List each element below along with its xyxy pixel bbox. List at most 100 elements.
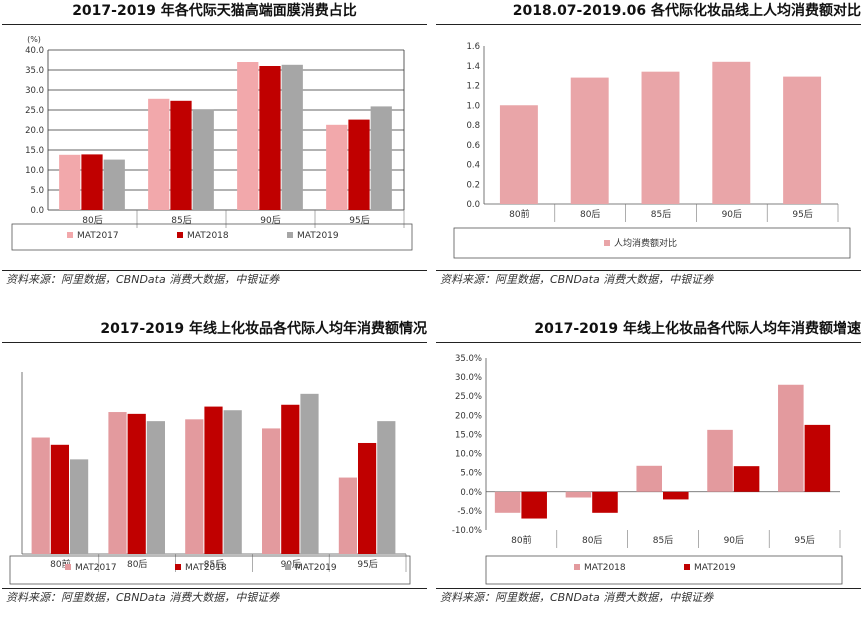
- y-tick-label: -5.0%: [457, 507, 482, 517]
- y-tick-label: 30.0%: [455, 373, 482, 383]
- bar-MAT2018-95后: [348, 119, 370, 210]
- y-axis-unit-label: (%): [27, 35, 41, 44]
- bar-MAT2019-80前: [521, 491, 547, 519]
- bar-MAT2017-95后: [338, 477, 357, 554]
- x-tick-label: 80前: [511, 534, 531, 546]
- bar-MAT2019-90后: [733, 466, 760, 492]
- y-tick-label: 1.4: [466, 62, 480, 72]
- bar-人均消费额对比-80前: [499, 105, 538, 204]
- y-tick-label: 25.0: [25, 106, 44, 116]
- y-tick-label: 20.0%: [455, 411, 482, 421]
- legend-label: MAT2019: [694, 563, 736, 573]
- x-tick-label: 80后: [582, 535, 602, 546]
- chart-title: 2018.07-2019.06 各代际化妆品线上人均消费额对比: [512, 3, 861, 19]
- y-tick-label: 25.0%: [455, 392, 482, 402]
- bar-MAT2017-95后: [326, 124, 348, 210]
- x-tick-label: 85后: [171, 215, 191, 226]
- bar-MAT2018-80后: [81, 154, 103, 210]
- y-tick-label: 10.0: [25, 166, 44, 176]
- y-tick-label: -10.0%: [452, 526, 482, 536]
- bar-chart: 80前80后85后90后95后MAT2017MAT2018MAT2019: [9, 372, 411, 585]
- legend-label: MAT2018: [185, 563, 227, 573]
- bar-MAT2017-90后: [237, 62, 259, 210]
- x-tick-label: 85后: [651, 209, 671, 220]
- y-tick-label: 40.0: [25, 46, 44, 56]
- bar-MAT2017-90后: [262, 428, 281, 554]
- legend-label: MAT2019: [297, 231, 339, 241]
- bar-MAT2019-85后: [223, 410, 242, 554]
- x-tick-label: 80后: [580, 209, 600, 220]
- x-tick-label: 95后: [357, 559, 377, 570]
- chart-panel-annual-spend: 2017-2019 年线上化妆品各代际人均年消费额情况 80前80后85后90后…: [2, 318, 427, 618]
- x-tick-label: 80后: [127, 559, 147, 570]
- y-tick-label: 0.0: [30, 206, 44, 216]
- x-tick-label: 85后: [653, 535, 673, 546]
- x-tick-label: 85后: [204, 559, 224, 570]
- x-tick-label: 90后: [260, 215, 280, 226]
- bar-MAT2019-80后: [103, 159, 125, 210]
- legend-label: MAT2018: [584, 563, 626, 573]
- legend-swatch: [287, 232, 293, 238]
- source-note: 资料来源：阿里数据，CBNData 消费大数据，中银证券: [440, 591, 714, 604]
- title-rule: [436, 24, 861, 25]
- source-rule: [436, 270, 861, 271]
- x-tick-label: 95后: [792, 209, 812, 220]
- y-tick-label: 0.8: [466, 121, 480, 131]
- source-note: 资料来源：阿里数据，CBNData 消费大数据，中银证券: [6, 273, 280, 286]
- bar-MAT2017-85后: [185, 419, 204, 554]
- y-tick-label: 1.6: [466, 42, 480, 52]
- legend-label: MAT2019: [295, 563, 337, 573]
- x-tick-label: 95后: [349, 215, 369, 226]
- x-tick-label: 95后: [794, 535, 814, 546]
- bar-MAT2017-80前: [31, 437, 50, 554]
- bar-MAT2019-95后: [370, 106, 392, 210]
- bar-MAT2018-90后: [281, 404, 300, 554]
- legend-box: [11, 223, 413, 251]
- bar-MAT2017-80后: [108, 412, 127, 554]
- legend-swatch: [604, 240, 610, 246]
- bar-MAT2019-90后: [281, 64, 303, 210]
- legend-label: MAT2018: [187, 231, 229, 241]
- legend-label: MAT2017: [77, 231, 119, 241]
- legend-box: [453, 227, 851, 259]
- chart-panel-per-capita-spend-ratio: 2018.07-2019.06 各代际化妆品线上人均消费额对比 0.0 0.2 0.…: [436, 0, 861, 300]
- bar-chart: -10.0% -5.0% 0.0% 5.0% 10.0% 15.0% 20.0% 25.0% 3…: [452, 354, 843, 585]
- chart-title: 2017-2019 年线上化妆品各代际人均年消费额情况: [100, 321, 427, 337]
- bar-MAT2017-85后: [148, 98, 170, 210]
- chart-panel-spend-growth: 2017-2019 年线上化妆品各代际人均年消费额增速 -10.0% -5.0% 0…: [436, 318, 861, 618]
- title-rule: [2, 342, 427, 343]
- source-note: 资料来源：阿里数据，CBNData 消费大数据，中银证券: [6, 591, 280, 604]
- bar-MAT2019-80后: [146, 421, 165, 554]
- bar-chart: 0.0 0.2 0.4 0.6 0.8 1.0 1.2 1.4 1.6 80前 80后 85后 90后 9…: [453, 42, 851, 259]
- bar-MAT2018-95后: [778, 384, 804, 492]
- y-tick-label: 10.0%: [455, 450, 482, 460]
- y-tick-label: 1.2: [466, 82, 480, 92]
- legend-label: MAT2017: [75, 563, 117, 573]
- legend-swatch: [67, 232, 73, 238]
- bar-MAT2018-90后: [259, 66, 281, 210]
- y-tick-label: 35.0: [25, 66, 44, 76]
- bar-MAT2018-85后: [204, 406, 223, 554]
- legend-swatch: [684, 564, 690, 570]
- x-tick-label: 90后: [724, 535, 744, 546]
- y-tick-label: 15.0%: [455, 430, 482, 440]
- y-tick-label: 30.0: [25, 86, 44, 96]
- x-tick-label: 80前: [509, 208, 529, 220]
- y-tick-label: 35.0%: [455, 354, 482, 364]
- bar-人均消费额对比-80后: [570, 77, 609, 204]
- legend-swatch: [285, 564, 291, 570]
- bar-MAT2018-85后: [170, 100, 192, 210]
- chart-title: 2017-2019 年各代际天猫高端面膜消费占比: [72, 3, 357, 19]
- bar-MAT2018-80后: [565, 491, 592, 498]
- y-tick-label: 1.0: [466, 101, 480, 111]
- x-tick-label: 90后: [722, 209, 742, 220]
- legend-label: 人均消费额对比: [614, 237, 677, 249]
- y-tick-label: 20.0: [25, 126, 44, 136]
- bar-MAT2019-90后: [300, 393, 319, 554]
- bar-MAT2018-80后: [127, 413, 146, 554]
- y-tick-label: 0.2: [466, 180, 480, 190]
- bar-MAT2018-90后: [707, 429, 733, 492]
- bar-MAT2019-80前: [70, 459, 89, 554]
- legend-box: [9, 555, 411, 585]
- y-tick-label: 0.0%: [460, 488, 482, 498]
